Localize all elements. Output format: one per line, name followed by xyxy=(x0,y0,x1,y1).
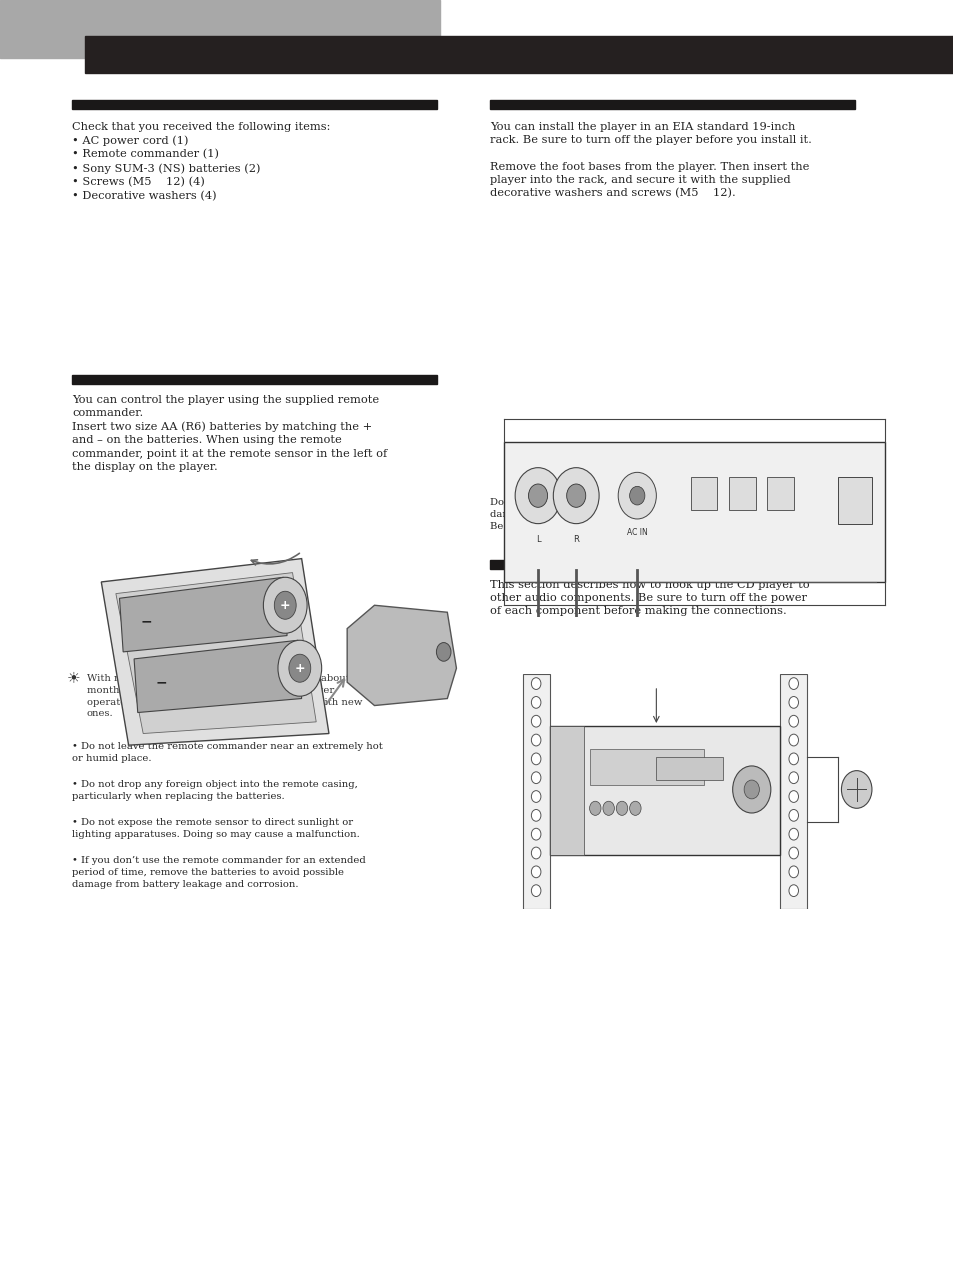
Circle shape xyxy=(531,828,540,840)
Circle shape xyxy=(788,715,798,728)
Circle shape xyxy=(629,486,644,505)
Bar xyxy=(837,477,871,524)
Bar xyxy=(71,100,436,109)
Text: Do not attach the foot base screws back to the player. It may
damage inside of t: Do not attach the foot base screws back … xyxy=(490,499,798,530)
Polygon shape xyxy=(101,558,329,745)
Text: L: L xyxy=(536,536,539,544)
Circle shape xyxy=(743,780,759,799)
Circle shape xyxy=(732,766,770,813)
Bar xyxy=(522,674,549,909)
Bar xyxy=(549,726,780,855)
Bar xyxy=(549,726,583,855)
Circle shape xyxy=(263,577,307,633)
Text: −: − xyxy=(141,614,152,628)
Circle shape xyxy=(531,866,540,878)
Circle shape xyxy=(289,654,311,682)
Circle shape xyxy=(277,640,321,696)
Circle shape xyxy=(788,678,798,689)
Circle shape xyxy=(531,715,540,728)
Bar xyxy=(503,441,884,581)
Circle shape xyxy=(788,809,798,822)
Text: • Do not drop any foreign object into the remote casing,
particularly when repla: • Do not drop any foreign object into th… xyxy=(71,780,357,801)
Circle shape xyxy=(531,697,540,709)
Text: • Do not expose the remote sensor to direct sunlight or
lighting apparatuses. Do: • Do not expose the remote sensor to dir… xyxy=(71,818,359,838)
Polygon shape xyxy=(134,640,301,712)
Circle shape xyxy=(618,472,656,519)
Text: • Do not leave the remote commander near an extremely hot
or humid place.: • Do not leave the remote commander near… xyxy=(71,742,382,763)
Bar xyxy=(0,0,439,59)
Bar xyxy=(490,100,854,109)
Circle shape xyxy=(788,866,798,878)
Text: • If you don’t use the remote commander for an extended
period of time, remove t: • If you don’t use the remote commander … xyxy=(71,856,365,889)
Circle shape xyxy=(788,734,798,745)
Circle shape xyxy=(629,801,640,815)
Circle shape xyxy=(553,468,598,524)
Text: R: R xyxy=(573,536,578,544)
Polygon shape xyxy=(115,572,315,734)
Text: ☀: ☀ xyxy=(67,670,81,686)
Circle shape xyxy=(515,468,560,524)
Polygon shape xyxy=(119,577,287,651)
Bar xyxy=(71,375,436,384)
Circle shape xyxy=(531,678,540,689)
Circle shape xyxy=(531,791,540,803)
Circle shape xyxy=(274,591,295,619)
Circle shape xyxy=(589,801,600,815)
Circle shape xyxy=(788,697,798,709)
Text: With normal use, the batteries should last for about six
months. When the remote: With normal use, the batteries should la… xyxy=(87,674,366,719)
Bar xyxy=(780,674,806,909)
Polygon shape xyxy=(347,605,456,706)
Bar xyxy=(766,477,793,510)
Bar xyxy=(690,477,717,510)
Circle shape xyxy=(788,847,798,859)
Text: −: − xyxy=(155,675,167,689)
Circle shape xyxy=(566,483,585,508)
Text: You can install the player in an EIA standard 19-inch
rack. Be sure to turn off : You can install the player in an EIA sta… xyxy=(490,122,811,198)
Circle shape xyxy=(531,847,540,859)
Bar xyxy=(589,749,703,785)
Circle shape xyxy=(528,483,547,508)
Text: +: + xyxy=(294,661,305,674)
Circle shape xyxy=(788,791,798,803)
Text: You can control the player using the supplied remote
commander.
Insert two size : You can control the player using the sup… xyxy=(71,396,387,472)
Circle shape xyxy=(788,885,798,897)
Circle shape xyxy=(841,771,871,808)
Bar xyxy=(728,477,755,510)
Text: AC IN: AC IN xyxy=(626,528,647,537)
Circle shape xyxy=(788,828,798,840)
Circle shape xyxy=(436,642,451,661)
Circle shape xyxy=(602,801,614,815)
Circle shape xyxy=(531,734,540,745)
Bar xyxy=(656,757,722,780)
Bar xyxy=(490,560,854,569)
Text: This section describes how to hook up the CD player to
other audio components. B: This section describes how to hook up th… xyxy=(490,580,809,617)
Circle shape xyxy=(531,809,540,822)
Text: Check that you received the following items:
• AC power cord (1)
• Remote comman: Check that you received the following it… xyxy=(71,122,330,201)
Text: +: + xyxy=(279,599,291,612)
Circle shape xyxy=(616,801,627,815)
Circle shape xyxy=(788,772,798,784)
Circle shape xyxy=(531,885,540,897)
Circle shape xyxy=(531,772,540,784)
Circle shape xyxy=(788,753,798,764)
Circle shape xyxy=(531,753,540,764)
Bar xyxy=(85,36,953,73)
